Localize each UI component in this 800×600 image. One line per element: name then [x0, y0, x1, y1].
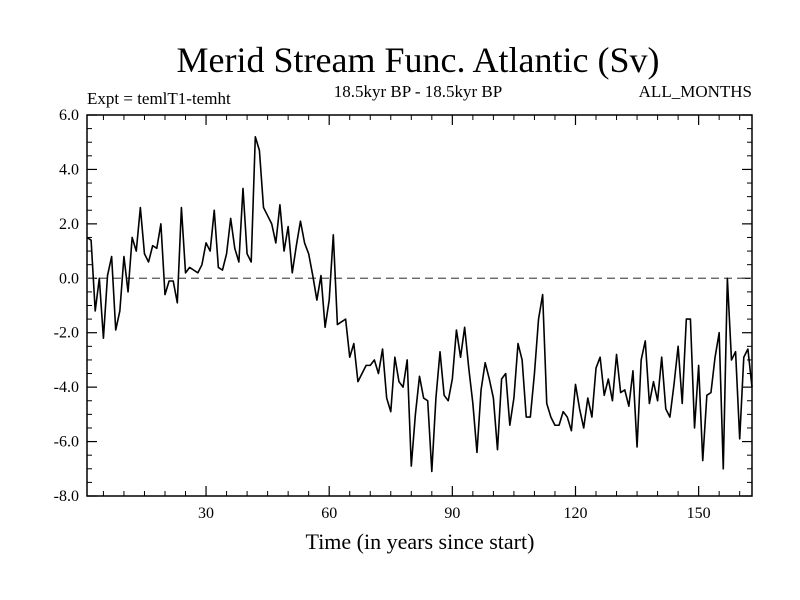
chart-subtitle-left: Expt = temlT1-temht [87, 89, 231, 108]
plot-frame [86, 114, 753, 497]
y-tick-label: 6.0 [59, 107, 79, 124]
chart-subtitle-center: 18.5kyr BP - 18.5kyr BP [334, 82, 502, 101]
x-tick-label: 60 [321, 505, 337, 522]
x-tick-label: 30 [198, 505, 214, 522]
x-tick-label: 150 [687, 505, 711, 522]
chart-title: Merid Stream Func. Atlantic (Sv) [177, 40, 660, 80]
y-tick-label: -4.0 [54, 379, 79, 396]
axis-tick-labels: 6.0 4.0 2.0 0.0 -2.0 -4.0 -6.0 -8.0 30 60 90 120 150 [54, 107, 711, 522]
y-tick-label: 4.0 [59, 161, 79, 178]
y-tick-label: -2.0 [54, 325, 79, 342]
y-tick-label: -8.0 [54, 488, 79, 505]
y-tick-label: -6.0 [54, 434, 79, 451]
series-line [86, 135, 753, 473]
y-tick-label: 0.0 [59, 270, 79, 287]
axis-ticks [87, 114, 752, 497]
x-tick-label: 120 [563, 505, 587, 522]
chart-subtitle-right: ALL_MONTHS [639, 82, 752, 101]
x-axis-label: Time (in years since start) [306, 529, 535, 554]
y-tick-label: 2.0 [59, 216, 79, 233]
x-tick-label: 90 [444, 505, 460, 522]
